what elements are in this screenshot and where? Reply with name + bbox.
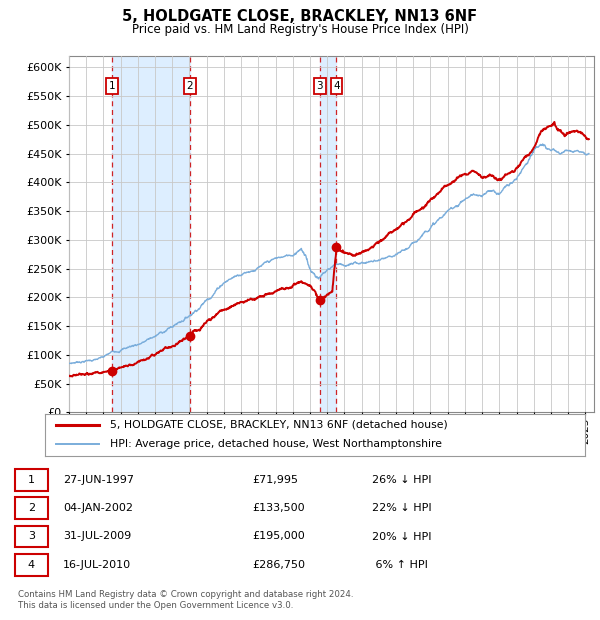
FancyBboxPatch shape	[15, 554, 48, 575]
Text: 22% ↓ HPI: 22% ↓ HPI	[372, 503, 431, 513]
Text: £286,750: £286,750	[252, 560, 305, 570]
Text: 3: 3	[28, 531, 35, 541]
Text: 2: 2	[28, 503, 35, 513]
Text: 5, HOLDGATE CLOSE, BRACKLEY, NN13 6NF (detached house): 5, HOLDGATE CLOSE, BRACKLEY, NN13 6NF (d…	[110, 420, 448, 430]
Text: 1: 1	[109, 81, 115, 91]
Text: Price paid vs. HM Land Registry's House Price Index (HPI): Price paid vs. HM Land Registry's House …	[131, 23, 469, 36]
Text: £133,500: £133,500	[252, 503, 305, 513]
Text: 6% ↑ HPI: 6% ↑ HPI	[372, 560, 428, 570]
Text: 4: 4	[28, 560, 35, 570]
Text: 20% ↓ HPI: 20% ↓ HPI	[372, 531, 431, 541]
Text: 26% ↓ HPI: 26% ↓ HPI	[372, 475, 431, 485]
Text: 4: 4	[333, 81, 340, 91]
Bar	[320, 56, 337, 412]
Text: 2: 2	[187, 81, 193, 91]
Text: 16-JUL-2010: 16-JUL-2010	[63, 560, 131, 570]
Text: 27-JUN-1997: 27-JUN-1997	[63, 475, 134, 485]
FancyBboxPatch shape	[15, 469, 48, 491]
Bar	[112, 56, 190, 412]
FancyBboxPatch shape	[15, 526, 48, 547]
Text: 31-JUL-2009: 31-JUL-2009	[63, 531, 131, 541]
Text: £195,000: £195,000	[252, 531, 305, 541]
Text: £71,995: £71,995	[252, 475, 298, 485]
FancyBboxPatch shape	[15, 497, 48, 519]
Text: 04-JAN-2002: 04-JAN-2002	[63, 503, 133, 513]
Text: 3: 3	[317, 81, 323, 91]
Text: 1: 1	[28, 475, 35, 485]
Text: Contains HM Land Registry data © Crown copyright and database right 2024.
This d: Contains HM Land Registry data © Crown c…	[18, 590, 353, 609]
Text: 5, HOLDGATE CLOSE, BRACKLEY, NN13 6NF: 5, HOLDGATE CLOSE, BRACKLEY, NN13 6NF	[122, 9, 478, 24]
Text: HPI: Average price, detached house, West Northamptonshire: HPI: Average price, detached house, West…	[110, 440, 442, 450]
